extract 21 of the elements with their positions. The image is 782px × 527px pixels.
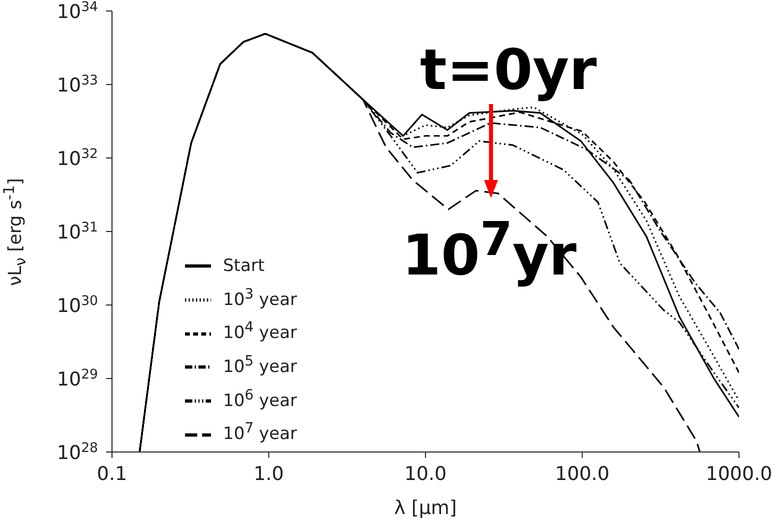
y-tick-label: 10$^{31}$ <box>56 220 98 244</box>
y-tick-label: 10$^{32}$ <box>56 146 98 170</box>
x-axis-title: λ [μm] <box>393 497 458 519</box>
x-tick-label: 10.0 <box>404 463 447 485</box>
legend-label: Start <box>223 256 265 276</box>
legend-label: 10$^{5}$ year <box>223 353 297 377</box>
x-tick-label: 1000.0 <box>706 463 772 485</box>
legend-label: 10$^{3}$ year <box>223 286 297 310</box>
y-tick-label: 10$^{33}$ <box>56 73 98 96</box>
x-tick-label: 1.0 <box>254 463 284 485</box>
y-tick-label: 10$^{34}$ <box>56 0 98 23</box>
y-tick-label: 10$^{30}$ <box>56 294 98 317</box>
legend-label: 10$^{6}$ year <box>223 386 297 411</box>
y-tick-label: 10$^{28}$ <box>56 440 98 464</box>
annotation: t=0yr <box>420 38 597 103</box>
x-tick-label: 0.1 <box>96 463 128 485</box>
legend-label: 10$^{7}$ year <box>223 420 297 444</box>
annotation: 10$^{7}$yr <box>402 213 577 289</box>
y-tick-label: 10$^{29}$ <box>56 367 98 390</box>
x-tick-label: 100.0 <box>555 463 610 485</box>
legend-label: 10$^{4}$ year <box>223 320 297 344</box>
